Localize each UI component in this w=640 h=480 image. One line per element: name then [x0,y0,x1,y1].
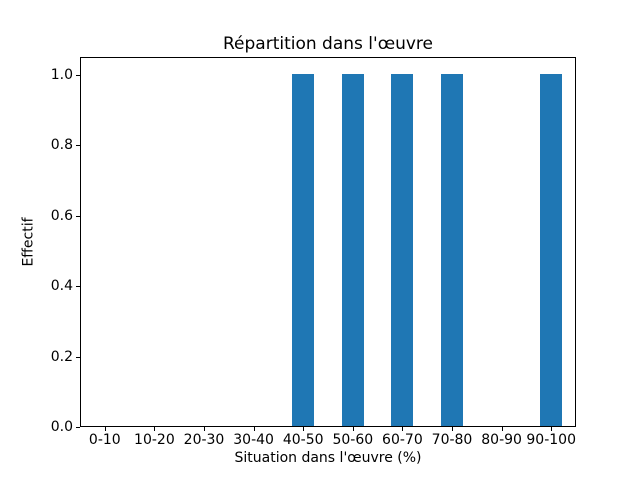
x-tick-mark [154,427,156,431]
x-tick-mark [501,427,503,431]
y-tick-label: 0.0 [50,419,73,435]
y-tick-mark [76,215,80,217]
x-tick-mark [104,427,106,431]
x-tick-label: 60-70 [382,432,423,448]
bar [391,73,414,426]
bar [441,73,463,426]
x-tick-label: 0-10 [88,432,121,448]
y-tick-mark [76,356,80,358]
x-tick-label: 40-50 [282,432,324,448]
x-tick-label: 10-20 [134,432,175,448]
x-tick-label: 90-100 [526,432,576,448]
x-axis-label: Situation dans l'œuvre (%) [234,450,422,466]
x-tick-mark [303,427,305,431]
x-tick-label: 30-40 [233,432,274,448]
x-tick-label: 70-80 [431,432,473,448]
y-tick-label: 1.0 [50,66,73,83]
y-tick-mark [76,145,80,147]
x-tick-mark [204,427,205,431]
y-tick-label: 0.6 [50,207,73,224]
bar [540,73,563,426]
x-tick-mark [253,427,255,431]
x-tick-mark [551,427,553,431]
x-tick-mark [452,427,453,431]
y-tick-mark [76,286,80,288]
x-tick-mark [402,427,404,431]
y-tick-label: 0.4 [50,278,73,295]
x-tick-mark [352,427,354,431]
y-tick-mark [76,74,80,76]
y-tick-mark [76,427,80,428]
x-tick-label: 50-60 [332,432,374,448]
y-tick-label: 0.8 [50,137,73,154]
plot-area [80,57,576,427]
bar [292,73,315,426]
x-tick-label: 20-30 [183,432,225,448]
y-axis-label: Effectif [20,217,37,267]
chart-title: Répartition dans l'œuvre [222,34,434,54]
x-tick-label: 80-90 [481,432,522,448]
y-tick-label: 0.2 [50,348,73,365]
bar [341,73,364,426]
